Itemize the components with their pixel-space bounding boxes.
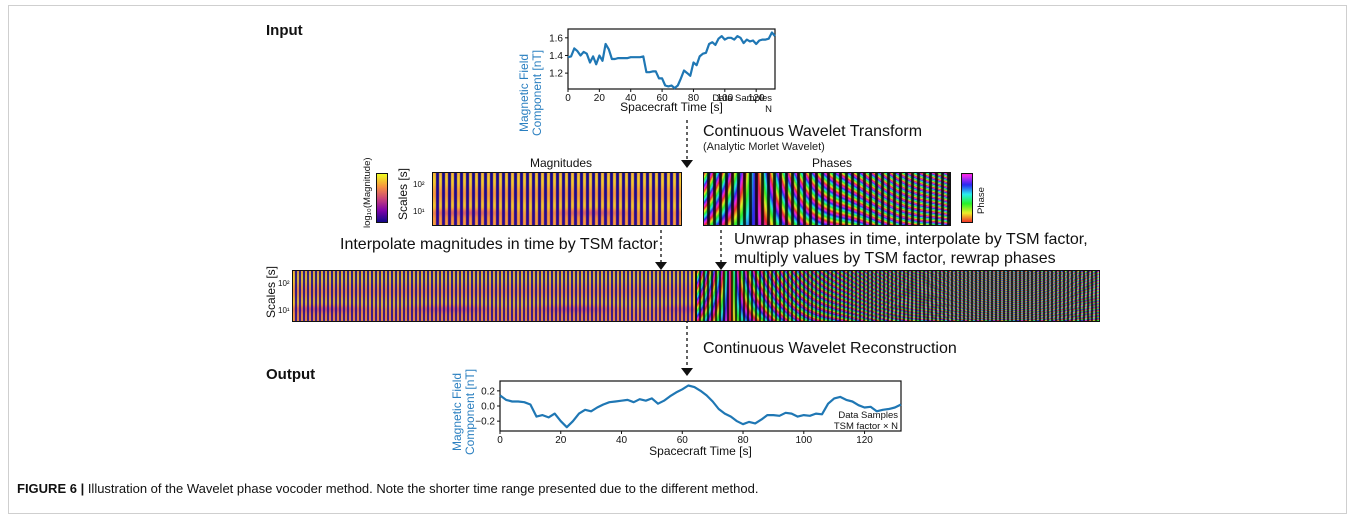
tick-1e2-small: 10²	[413, 180, 425, 189]
output-section-label: Output	[266, 366, 316, 383]
output-ytick-label: 0.0	[481, 402, 495, 413]
output-ylabel-line2: Component [nT]	[463, 368, 477, 455]
phases-heatmap	[703, 172, 951, 226]
stretched-magnitudes-heatmap	[292, 270, 696, 322]
output-xtick-label: 80	[737, 435, 749, 446]
stretched-phases-heatmap	[696, 270, 1100, 322]
input-xlabel: Spacecraft Time [s]	[620, 100, 723, 114]
reconstruct-step-label: Continuous Wavelet Reconstruction	[703, 340, 957, 357]
interp-magnitudes-label: Interpolate magnitudes in time by TSM fa…	[340, 236, 659, 253]
output-annotation-line2: TSM factor × N	[833, 421, 898, 432]
input-series-line	[567, 31, 776, 90]
output-series-line	[499, 384, 902, 429]
tick-1e1-large: 10¹	[278, 306, 290, 315]
input-axes-box	[567, 28, 776, 90]
input-xtick-label: 0	[565, 93, 571, 104]
figure-caption: FIGURE 6 | Illustration of the Wavelet p…	[17, 481, 758, 496]
input-annotation-line2: N	[765, 104, 772, 115]
output-ylabel: Magnetic Field Component [nT]	[450, 368, 477, 455]
input-ytick-label: 1.6	[549, 33, 563, 44]
magnitudes-heatmap	[432, 172, 682, 226]
output-xlabel: Spacecraft Time [s]	[649, 444, 752, 458]
input-ytick-label: 1.4	[549, 51, 563, 62]
caption-label: FIGURE 6 |	[17, 481, 85, 496]
output-annotation: Data Samples TSM factor × N	[818, 410, 898, 432]
input-xtick-label: 60	[657, 93, 669, 104]
input-section-label: Input	[266, 22, 303, 39]
output-xtick-label: 60	[677, 435, 689, 446]
input-xtick-label: 20	[594, 93, 606, 104]
output-xtick-label: 0	[497, 435, 503, 446]
tick-1e1-small: 10¹	[413, 207, 425, 216]
input-annotation: Data Samples N	[704, 93, 772, 115]
unwrap-phases-line2: multiply values by TSM factor, rewrap ph…	[734, 250, 1056, 267]
output-xtick-label: 20	[555, 435, 567, 446]
output-xtick-label: 100	[795, 435, 812, 446]
caption-text: Illustration of the Wavelet phase vocode…	[84, 481, 759, 496]
unwrap-phases-line1: Unwrap phases in time, interpolate by TS…	[734, 231, 1088, 248]
input-xtick-label: 120	[748, 93, 765, 104]
output-ytick-label: −0.2	[475, 417, 495, 428]
phases-title: Phases	[812, 156, 853, 170]
input-xtick-label: 40	[625, 93, 637, 104]
input-ytick-label: 1.2	[549, 69, 563, 80]
output-xtick-label: 40	[616, 435, 628, 446]
tick-1e2-large: 10²	[278, 279, 290, 288]
phase-colorbar	[961, 173, 973, 223]
input-xtick-label: 100	[716, 93, 733, 104]
output-xtick-label: 120	[856, 435, 873, 446]
cwt-step-label: Continuous Wavelet Transform	[703, 123, 923, 140]
output-ytick-label: 0.2	[481, 386, 495, 397]
cwt-step-sublabel: (Analytic Morlet Wavelet)	[703, 141, 825, 153]
magnitude-colorbar	[376, 173, 388, 223]
input-xtick-label: 80	[688, 93, 700, 104]
figure-frame	[8, 5, 1347, 514]
magnitudes-title: Magnitudes	[530, 156, 593, 170]
output-annotation-line1: Data Samples	[838, 410, 898, 421]
input-annotation-line1: Data Samples	[712, 93, 772, 104]
